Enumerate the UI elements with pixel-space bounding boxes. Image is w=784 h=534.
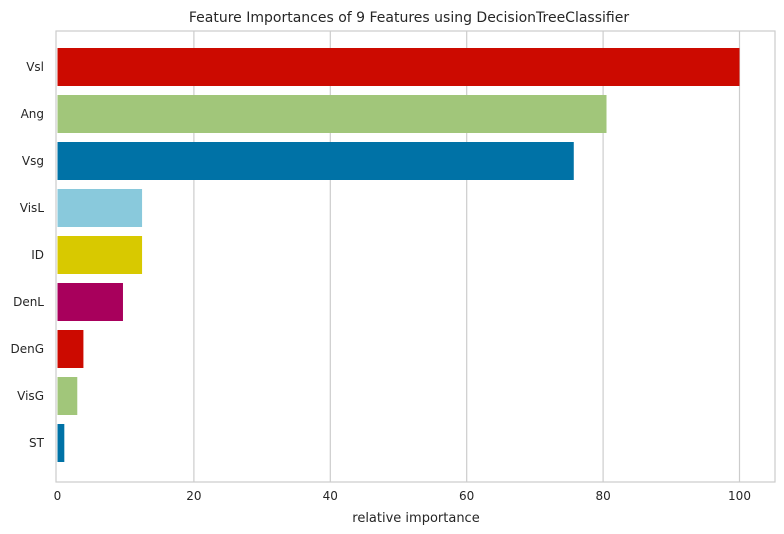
x-tick-label-80: 80 [595, 489, 610, 503]
bar-DenG [57, 330, 84, 368]
x-tick-label-60: 60 [459, 489, 474, 503]
y-tick-label-VisG: VisG [17, 389, 44, 403]
bars [57, 48, 740, 462]
bar-Vsl [57, 48, 740, 86]
bar-ID [57, 236, 143, 274]
y-tick-label-ID: ID [31, 248, 44, 262]
x-tick-label-40: 40 [323, 489, 338, 503]
y-tick-label-DenG: DenG [10, 342, 44, 356]
bar-Vsg [57, 142, 574, 180]
bar-ST [57, 424, 65, 462]
bar-Ang [57, 95, 607, 133]
y-tick-label-Ang: Ang [21, 107, 44, 121]
y-tick-label-VisL: VisL [20, 201, 45, 215]
bar-VisG [57, 377, 78, 415]
bar-DenL [57, 283, 123, 321]
y-tick-label-Vsl: Vsl [26, 60, 44, 74]
x-tick-label-100: 100 [728, 489, 751, 503]
y-tick-label-Vsg: Vsg [22, 154, 44, 168]
y-tick-label-DenL: DenL [13, 295, 44, 309]
chart-title: Feature Importances of 9 Features using … [189, 10, 629, 26]
x-tick-label-0: 0 [54, 489, 62, 503]
x-tick-labels: 0 20 40 60 80 100 [54, 489, 751, 503]
bar-VisL [57, 189, 143, 227]
y-tick-labels: Vsl Ang Vsg VisL ID DenL DenG VisG ST [10, 60, 44, 450]
x-tick-label-20: 20 [186, 489, 201, 503]
x-axis-label: relative importance [352, 511, 479, 526]
y-tick-label-ST: ST [29, 436, 45, 450]
